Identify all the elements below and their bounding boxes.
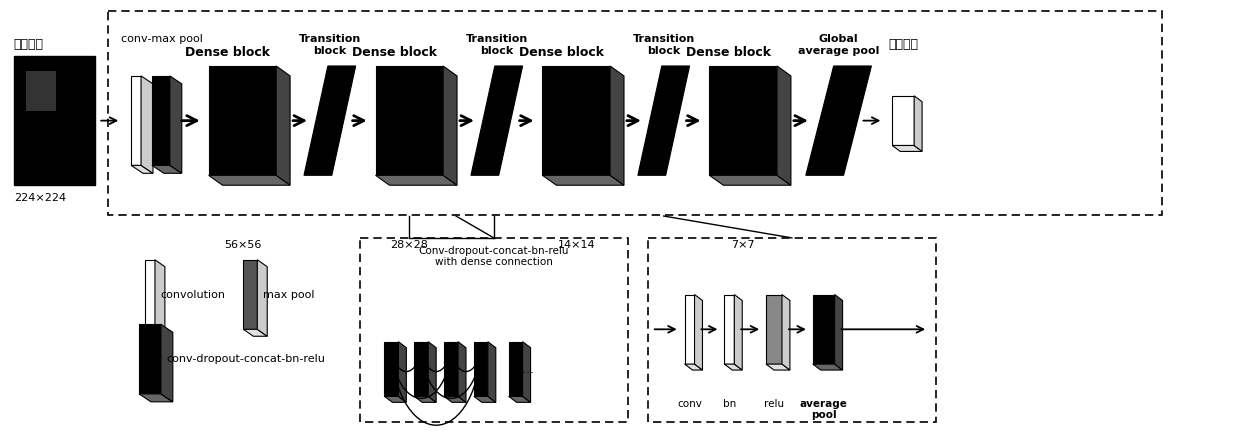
Polygon shape (508, 396, 531, 402)
Polygon shape (694, 295, 703, 370)
Polygon shape (724, 364, 743, 370)
Polygon shape (835, 295, 843, 370)
Polygon shape (414, 396, 436, 402)
Polygon shape (170, 76, 182, 173)
Bar (384, 342, 398, 396)
Polygon shape (131, 165, 153, 173)
Bar (724, 295, 734, 364)
Polygon shape (471, 66, 522, 175)
Bar (153, 76, 170, 165)
Polygon shape (542, 175, 624, 185)
Polygon shape (155, 260, 165, 336)
Polygon shape (428, 342, 436, 402)
Text: 分类结果: 分类结果 (888, 38, 919, 51)
Polygon shape (684, 364, 703, 370)
Bar (108, 11, 1162, 215)
Polygon shape (806, 66, 872, 175)
Text: convolution: convolution (160, 290, 224, 299)
Polygon shape (893, 146, 923, 151)
Polygon shape (734, 295, 743, 370)
Bar (766, 295, 782, 364)
Bar (444, 342, 458, 396)
Polygon shape (637, 66, 689, 175)
Bar (474, 342, 487, 396)
Text: conv-dropout-concat-bn-relu: conv-dropout-concat-bn-relu (166, 354, 325, 364)
Text: conv-max pool: conv-max pool (122, 34, 203, 44)
Polygon shape (161, 324, 172, 402)
Text: Transition
block: Transition block (466, 34, 528, 56)
Text: 56×56: 56×56 (223, 240, 262, 250)
Bar (684, 295, 694, 364)
Bar (131, 76, 141, 165)
Text: average
pool: average pool (800, 399, 848, 420)
Text: Conv-dropout-concat-bn-relu
with dense connection: Conv-dropout-concat-bn-relu with dense c… (419, 246, 569, 267)
Bar (145, 260, 155, 329)
Bar (376, 66, 443, 175)
Polygon shape (384, 396, 407, 402)
Polygon shape (153, 165, 182, 173)
Text: relu: relu (764, 399, 784, 409)
Text: bn: bn (723, 399, 735, 409)
Polygon shape (257, 260, 268, 336)
Bar (508, 342, 522, 396)
Polygon shape (777, 66, 791, 185)
Text: Global
average pool: Global average pool (797, 34, 879, 56)
Text: max pool: max pool (263, 290, 315, 299)
Text: Dense block: Dense block (352, 46, 436, 59)
Polygon shape (444, 396, 466, 402)
Polygon shape (709, 175, 791, 185)
Bar (14, 56, 95, 185)
Polygon shape (474, 396, 496, 402)
Bar (243, 260, 257, 329)
Polygon shape (522, 342, 531, 402)
Polygon shape (243, 329, 268, 336)
Polygon shape (782, 295, 790, 370)
Bar (542, 66, 610, 175)
Polygon shape (277, 66, 290, 185)
Bar (208, 66, 277, 175)
Bar (812, 295, 835, 364)
Bar (709, 66, 777, 175)
Polygon shape (398, 342, 407, 402)
Polygon shape (914, 96, 923, 151)
Polygon shape (812, 364, 843, 370)
Polygon shape (458, 342, 466, 402)
Bar (893, 96, 914, 146)
Polygon shape (208, 175, 290, 185)
Text: 14×14: 14×14 (558, 240, 595, 250)
Polygon shape (487, 342, 496, 402)
Bar (647, 238, 936, 422)
Polygon shape (376, 175, 458, 185)
Polygon shape (766, 364, 790, 370)
Bar (26, 71, 56, 111)
Text: 分割图像: 分割图像 (14, 38, 43, 51)
Text: Transition
block: Transition block (632, 34, 694, 56)
Text: 224×224: 224×224 (14, 193, 66, 203)
Polygon shape (304, 66, 356, 175)
Polygon shape (139, 394, 172, 402)
Text: 28×28: 28×28 (391, 240, 428, 250)
Text: ......: ...... (511, 363, 534, 376)
Bar (414, 342, 428, 396)
Polygon shape (145, 329, 165, 336)
Text: Transition
block: Transition block (299, 34, 361, 56)
Text: conv: conv (677, 399, 702, 409)
Text: 7×7: 7×7 (732, 240, 755, 250)
Text: Dense block: Dense block (686, 46, 771, 59)
Bar (360, 238, 627, 422)
Text: Dense block: Dense block (518, 46, 604, 59)
Text: Dense block: Dense block (185, 46, 270, 59)
Polygon shape (141, 76, 153, 173)
Polygon shape (610, 66, 624, 185)
Bar (139, 324, 161, 394)
Polygon shape (443, 66, 458, 185)
